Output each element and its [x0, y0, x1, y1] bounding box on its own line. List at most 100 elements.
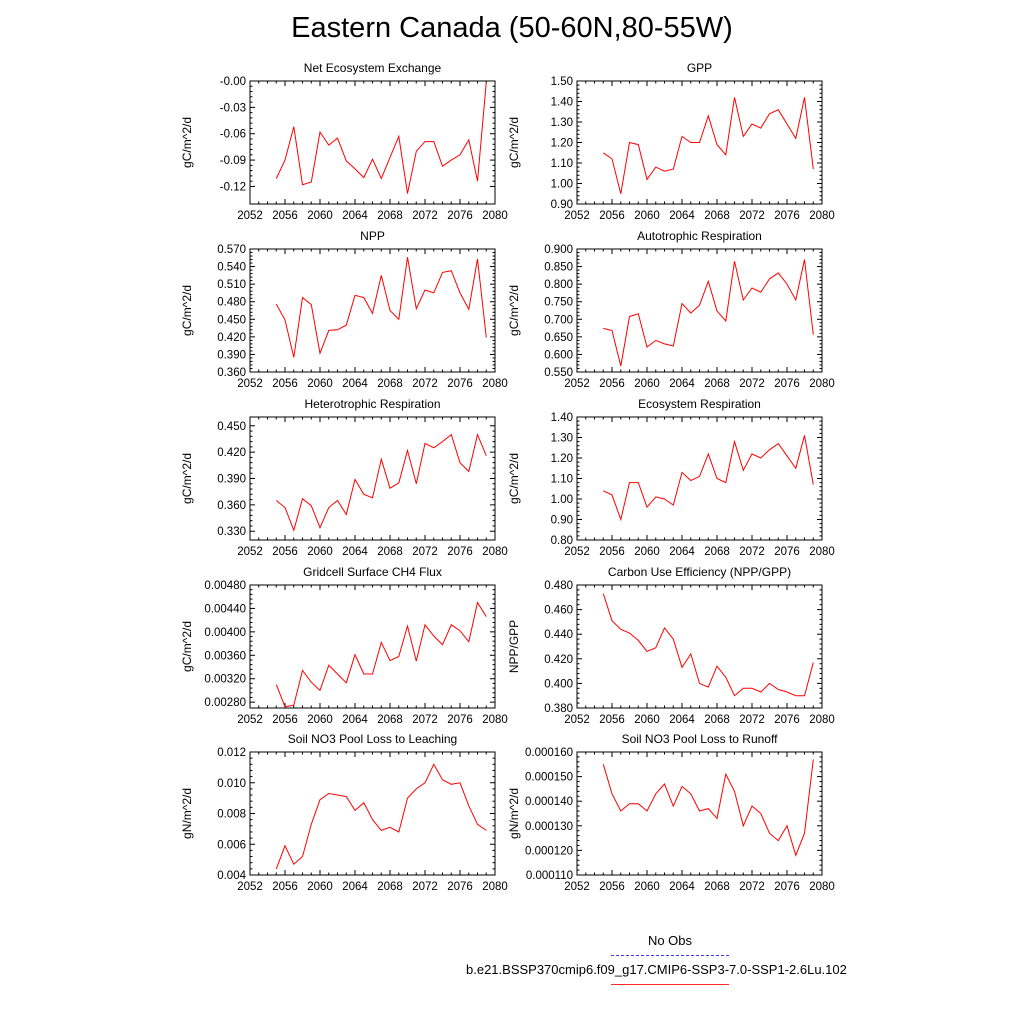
- x-tick-label: 2060: [307, 210, 333, 222]
- x-tick-label: 2056: [272, 546, 298, 558]
- x-tick-label: 2072: [739, 378, 765, 390]
- y-axis-label: gC/m^2/d: [507, 285, 521, 336]
- panel-title: GPP: [687, 61, 712, 75]
- x-tick-label: 2064: [342, 546, 368, 558]
- plot-frame: [249, 416, 496, 541]
- x-tick-label: 2076: [774, 210, 800, 222]
- y-tick-label: 0.460: [544, 605, 573, 617]
- plot-frame: [249, 751, 496, 876]
- y-tick-label: 0.000120: [525, 845, 573, 857]
- x-tick-label: 2060: [634, 714, 660, 726]
- y-tick-label: 0.540: [217, 262, 246, 274]
- y-tick-label: 0.650: [544, 332, 573, 344]
- x-tick-label: 2060: [307, 378, 333, 390]
- y-tick-label: 0.00400: [204, 627, 246, 639]
- y-tick-label: 0.510: [217, 279, 246, 291]
- y-tick-label: 0.004: [217, 870, 246, 882]
- y-tick-label: -0.09: [220, 155, 246, 167]
- y-tick-label: 0.420: [217, 447, 246, 459]
- x-tick-label: 2064: [342, 714, 368, 726]
- y-tick-label: 1.20: [551, 138, 573, 150]
- x-tick-label: 2064: [342, 881, 368, 893]
- chart-panel-3: NPP gC/m^2/d 0.570 0.540 0.510 0.480 0.450 0.42…: [180, 229, 508, 390]
- x-tick-label: 2076: [447, 881, 473, 893]
- y-tick-label: 0.380: [544, 703, 573, 715]
- y-tick-label: 1.40: [551, 97, 573, 109]
- y-axis-label: gN/m^2/d: [180, 788, 194, 839]
- y-tick-label: 0.90: [551, 515, 573, 527]
- x-tick-label: 2072: [739, 546, 765, 558]
- plot-frame: [576, 248, 823, 373]
- x-tick-label: 2072: [739, 881, 765, 893]
- x-tick-label: 2080: [809, 210, 835, 222]
- y-tick-label: 0.00360: [204, 650, 246, 662]
- y-tick-label: 0.00320: [204, 674, 246, 686]
- y-tick-label: 0.800: [544, 279, 573, 291]
- x-tick-label: 2072: [412, 546, 438, 558]
- series-line: [275, 432, 487, 532]
- y-tick-label: -0.06: [220, 129, 246, 141]
- x-tick-label: 2060: [634, 546, 660, 558]
- x-tick-label: 2080: [809, 714, 835, 726]
- x-tick-label: 2060: [307, 881, 333, 893]
- panel-title: Gridcell Surface CH4 Flux: [303, 565, 442, 579]
- y-tick-label: 0.00480: [204, 580, 246, 592]
- y-tick-label: 0.420: [217, 332, 246, 344]
- y-tick-label: 1.50: [551, 76, 573, 88]
- y-tick-label: 1.00: [551, 179, 573, 191]
- x-tick-label: 2072: [739, 714, 765, 726]
- x-tick-label: 2056: [272, 881, 298, 893]
- x-tick-label: 2076: [447, 546, 473, 558]
- x-tick-label: 2064: [669, 210, 695, 222]
- plot-frame: [249, 584, 496, 709]
- y-tick-label: 0.010: [217, 778, 246, 790]
- x-tick-label: 2068: [704, 714, 730, 726]
- x-tick-label: 2072: [412, 881, 438, 893]
- y-tick-label: 0.420: [544, 654, 573, 666]
- x-tick-label: 2052: [564, 546, 590, 558]
- x-tick-label: 2076: [774, 714, 800, 726]
- plot-frame: [576, 751, 823, 876]
- chart-panel-7: Gridcell Surface CH4 Flux gC/m^2/d 0.00480…: [180, 565, 508, 726]
- x-tick-label: 2052: [564, 881, 590, 893]
- panel-title: Carbon Use Efficiency (NPP/GPP): [608, 565, 791, 579]
- y-tick-label: 0.000130: [525, 821, 573, 833]
- y-tick-label: 0.00280: [204, 697, 246, 709]
- y-tick-label: 0.006: [217, 839, 246, 851]
- x-tick-label: 2072: [412, 210, 438, 222]
- x-tick-label: 2052: [237, 714, 263, 726]
- x-tick-label: 2072: [412, 714, 438, 726]
- plot-frame: [576, 416, 823, 541]
- y-tick-label: 1.30: [551, 117, 573, 129]
- y-axis-label: gC/m^2/d: [180, 285, 194, 336]
- x-tick-label: 2056: [272, 210, 298, 222]
- series-line: [603, 259, 814, 367]
- x-tick-label: 2080: [809, 546, 835, 558]
- y-tick-label: 0.480: [544, 580, 573, 592]
- x-tick-label: 2064: [669, 378, 695, 390]
- x-tick-label: 2076: [774, 546, 800, 558]
- y-tick-label: 1.10: [551, 158, 573, 170]
- y-tick-label: 0.80: [551, 535, 573, 547]
- x-tick-label: 2068: [377, 714, 403, 726]
- y-tick-label: -0.00: [220, 76, 246, 88]
- x-tick-label: 2080: [482, 881, 508, 893]
- y-tick-label: 0.000140: [525, 796, 573, 808]
- x-tick-label: 2068: [704, 546, 730, 558]
- x-tick-label: 2060: [634, 881, 660, 893]
- y-tick-label: 0.700: [544, 314, 573, 326]
- panel-title: Heterotrophic Respiration: [304, 397, 440, 411]
- x-tick-label: 2072: [739, 210, 765, 222]
- series-line: [603, 435, 814, 522]
- y-axis-label: gC/m^2/d: [180, 621, 194, 672]
- x-tick-label: 2064: [342, 210, 368, 222]
- chart-panel-5: Heterotrophic Respiration gC/m^2/d 0.450 0.…: [180, 397, 508, 558]
- x-tick-label: 2064: [342, 378, 368, 390]
- x-tick-label: 2068: [377, 546, 403, 558]
- panel-title: Autotrophic Respiration: [637, 229, 762, 243]
- x-tick-label: 2056: [599, 378, 625, 390]
- x-tick-label: 2060: [634, 378, 660, 390]
- y-tick-label: 0.360: [217, 367, 246, 379]
- x-tick-label: 2060: [634, 210, 660, 222]
